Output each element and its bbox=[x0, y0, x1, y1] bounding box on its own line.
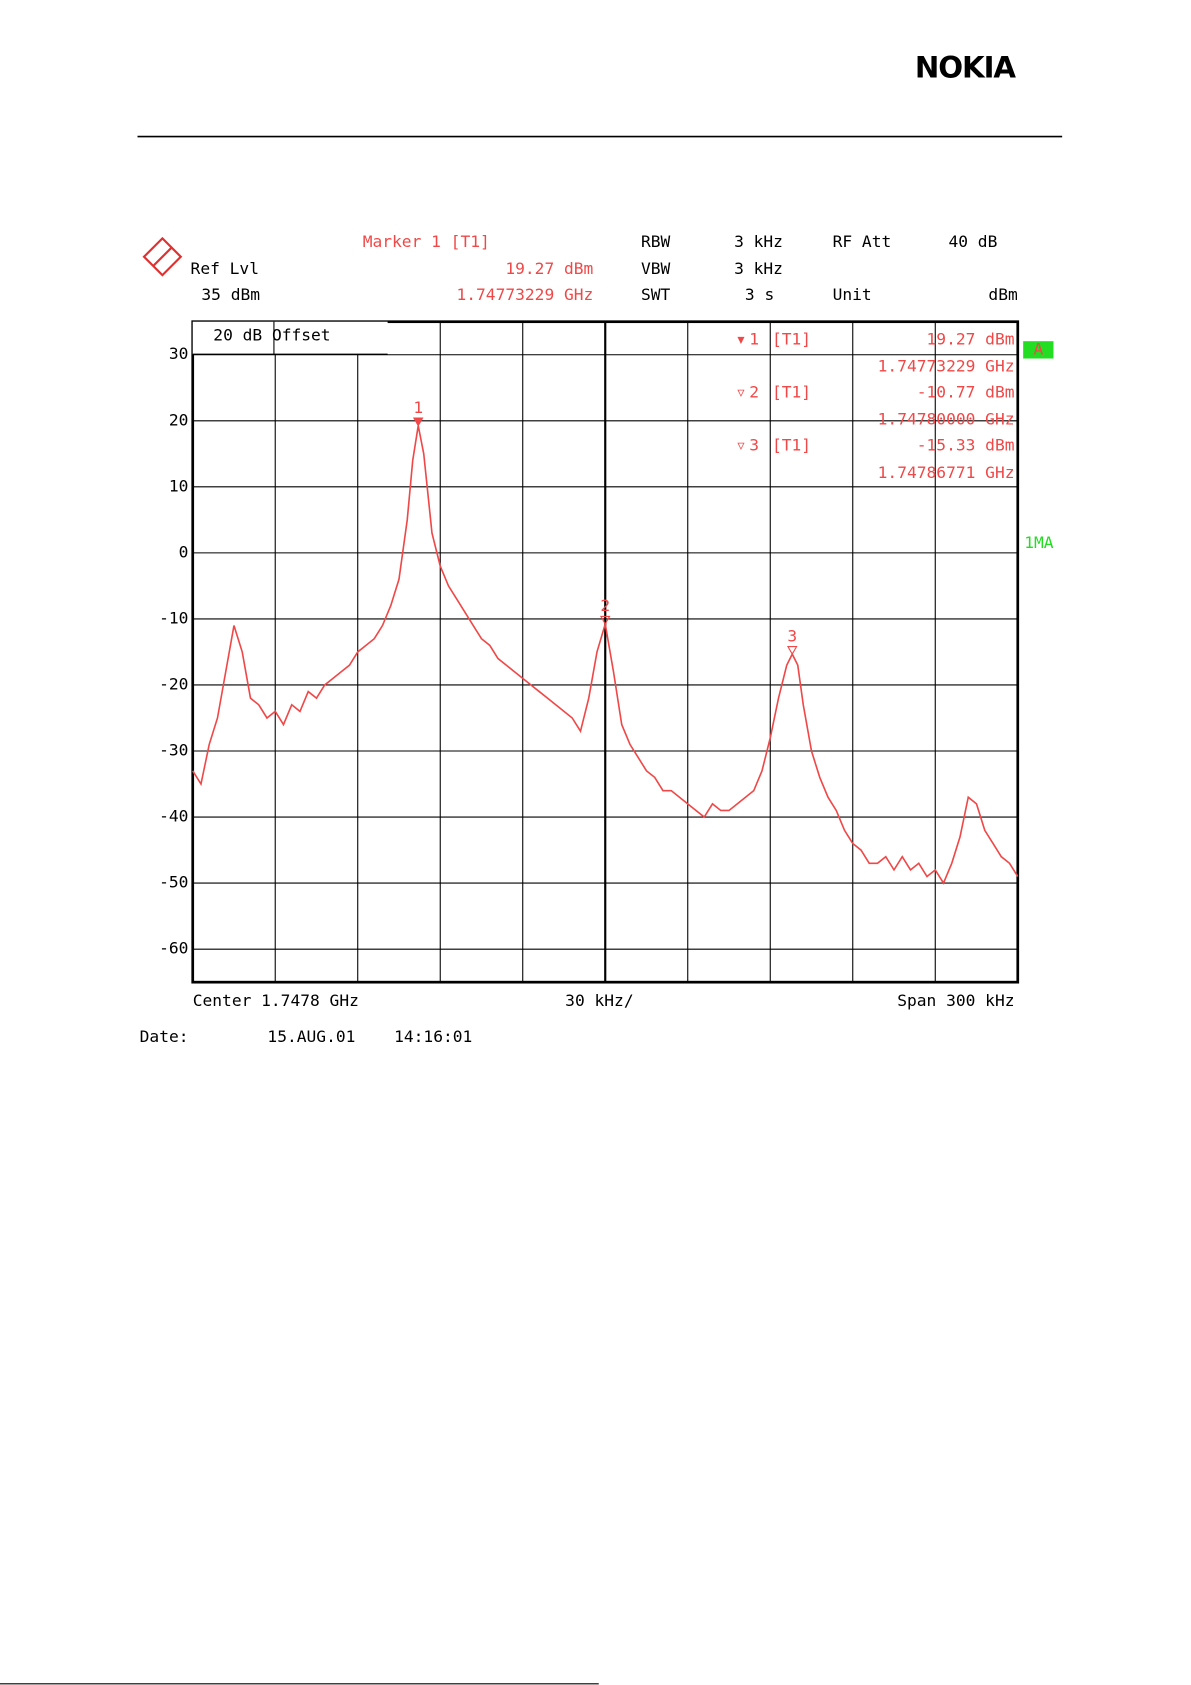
swt: 3 s bbox=[745, 285, 774, 304]
detector-label: 1MA bbox=[1024, 533, 1054, 552]
marker-title: Marker 1 [T1] bbox=[363, 232, 490, 251]
marker-trace: [T1] bbox=[772, 436, 811, 455]
y-tick-label: -30 bbox=[159, 741, 188, 760]
vbw-label: VBW bbox=[641, 259, 671, 278]
marker-number: 3 bbox=[787, 626, 797, 645]
unit-label: Unit bbox=[833, 285, 872, 304]
marker-trace: [T1] bbox=[772, 330, 811, 349]
marker-symbol: ▽ bbox=[737, 386, 745, 400]
unit: dBm bbox=[988, 285, 1017, 304]
plot: 30 20 10 0 -10 -20 -30 -40 -50 -60 1 ▼ 1 [T1] 19.27 dB… bbox=[159, 320, 1020, 984]
trace-label: A bbox=[1033, 339, 1043, 358]
marker-level: -15.33 dBm bbox=[917, 436, 1015, 455]
ref-lvl-label: Ref Lvl bbox=[191, 259, 259, 278]
y-tick-label: -50 bbox=[159, 873, 188, 892]
marker-id: 3 bbox=[749, 436, 759, 455]
ref-lvl: 35 dBm bbox=[201, 285, 260, 304]
trace-badge bbox=[1023, 341, 1054, 359]
marker-symbol: ▼ bbox=[737, 333, 745, 347]
y-tick-label: 20 bbox=[169, 410, 189, 429]
y-tick-label: 10 bbox=[169, 476, 189, 495]
marker-number: 2 bbox=[600, 596, 610, 615]
time: 14:16:01 bbox=[394, 1027, 472, 1046]
div-label: 30 kHz/ bbox=[565, 991, 633, 1010]
rfatt-label: RF Att bbox=[833, 232, 892, 251]
plot-frame bbox=[191, 320, 1020, 984]
marker-level: 19.27 dBm bbox=[505, 259, 593, 278]
marker-triangle bbox=[412, 417, 424, 427]
y-tick-label: -10 bbox=[159, 608, 188, 627]
y-tick-label: 30 bbox=[169, 344, 189, 363]
marker-level: 19.27 dBm bbox=[927, 330, 1015, 349]
center-label: Center 1.7478 GHz bbox=[193, 991, 359, 1010]
y-tick-label: -20 bbox=[159, 674, 188, 693]
offset-box: 20 dB Offset bbox=[192, 321, 388, 355]
vbw: 3 kHz bbox=[734, 259, 783, 278]
offset-label: 20 dB Offset bbox=[213, 325, 330, 344]
rbw: 3 kHz bbox=[734, 232, 783, 251]
y-tick-label: -40 bbox=[159, 807, 188, 826]
y-tick-label: 0 bbox=[179, 542, 189, 561]
rs-logo bbox=[142, 236, 183, 277]
marker-trace: [T1] bbox=[772, 383, 811, 402]
y-tick-label: -60 bbox=[159, 939, 188, 958]
marker-level: -10.77 dBm bbox=[917, 383, 1015, 402]
span-label: Span 300 kHz bbox=[897, 991, 1014, 1010]
marker-id: 2 bbox=[749, 383, 759, 402]
marker-freq: 1.74773229 GHz bbox=[456, 285, 593, 304]
marker-frequency: 1.74786771 GHz bbox=[878, 463, 1015, 482]
marker-frequency: 1.74780000 GHz bbox=[878, 410, 1015, 429]
date-label: Date: bbox=[140, 1027, 189, 1046]
marker-number: 1 bbox=[413, 398, 423, 417]
marker-frequency: 1.74773229 GHz bbox=[878, 357, 1015, 376]
rfatt: 40 dB bbox=[948, 232, 997, 251]
marker-triangle bbox=[786, 645, 798, 656]
swt-label: SWT bbox=[641, 285, 671, 304]
brand-logo: NOKIA bbox=[915, 50, 1016, 84]
date: 15.AUG.01 bbox=[267, 1027, 355, 1046]
rbw-label: RBW bbox=[641, 232, 671, 251]
marker-id: 1 bbox=[749, 330, 759, 349]
marker-triangle bbox=[599, 615, 611, 626]
marker-symbol: ▽ bbox=[737, 439, 745, 453]
